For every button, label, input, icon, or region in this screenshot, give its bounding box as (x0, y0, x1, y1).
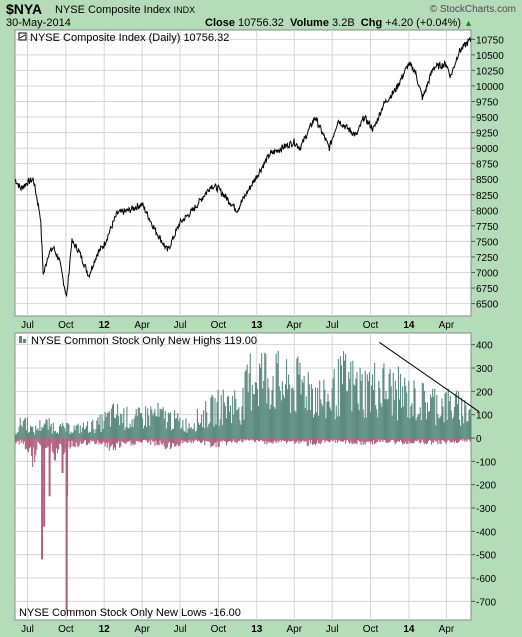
volume-label: Volume (290, 17, 329, 29)
price-grid (15, 30, 471, 316)
x-tick-label: Jul (326, 320, 339, 331)
breadth-y-tick-label: -700 (476, 597, 496, 608)
chart-instrument-name: NYSE Composite Index INDX (55, 4, 195, 16)
up-arrow-icon: ▲ (464, 18, 474, 28)
lows-panel-title: NYSE Common Stock Only New Lows -16.00 (19, 607, 241, 619)
breadth-y-axis: -700 -600 -500 -400 -300 -200 -100 0 100 200 300 40… (471, 341, 496, 608)
price-y-tick-label: 6750 (476, 284, 499, 295)
x-tick-label: Apr (286, 624, 302, 635)
price-y-tick-label: 7500 (476, 237, 499, 248)
quote-summary: Close 10756.32 Volume 3.2B Chg +4.20 (+0… (205, 17, 473, 29)
highs-legend: NYSE Common Stock Only New Highs 119.00 (19, 335, 257, 347)
price-y-tick-label: 8750 (476, 160, 499, 171)
quote-date: 30-May-2014 (6, 17, 71, 29)
price-y-tick-label: 9750 (476, 98, 499, 109)
breadth-y-tick-label: 0 (476, 434, 482, 445)
breadth-panel (14, 332, 472, 621)
x-tick-label: 13 (251, 320, 263, 331)
price-y-tick-label: 9500 (476, 113, 499, 124)
price-y-tick-label: 10750 (476, 35, 504, 46)
x-tick-label: Jul (21, 624, 34, 635)
x-tick-label: Jul (21, 320, 34, 331)
price-y-tick-label: 8000 (476, 206, 499, 217)
breadth-y-tick-label: -300 (476, 504, 496, 515)
x-tick-label: Jul (174, 320, 187, 331)
price-panel-title: NYSE Composite Index (Daily) 10756.32 (30, 32, 229, 44)
breadth-y-tick-label: -400 (476, 527, 496, 538)
x-tick-label: Oct (58, 320, 74, 331)
x-tick-label: Apr (286, 320, 302, 331)
breadth-y-tick-label: 400 (476, 341, 493, 352)
instrument-exchange: INDX (173, 5, 196, 15)
close-value: 10756.32 (238, 17, 284, 29)
price-line (14, 37, 472, 298)
price-y-tick-label: 9000 (476, 144, 499, 155)
price-legend-mark (19, 34, 26, 39)
price-y-tick-label: 7750 (476, 222, 499, 233)
chg-label: Chg (360, 17, 383, 29)
instrument-name: NYSE Composite Index (55, 4, 171, 16)
chart-symbol: $NYA (6, 1, 43, 17)
price-y-tick-label: 7250 (476, 253, 499, 264)
price-y-tick-label: 10500 (476, 51, 504, 62)
x-tick-label: Oct (363, 320, 379, 331)
x-tick-label: Apr (439, 320, 455, 331)
x-tick-label: Jul (326, 624, 339, 635)
breadth-y-tick-label: 200 (476, 387, 493, 398)
x-tick-label: 12 (99, 320, 111, 331)
breadth-y-tick-label: -600 (476, 574, 496, 585)
volume-value: 3.2B (332, 17, 355, 29)
x-tick-label: Apr (134, 320, 150, 331)
x-tick-label: Oct (211, 624, 227, 635)
stockcharts-credit: © StockCharts.com (429, 4, 516, 15)
breadth-y-tick-label: 300 (476, 364, 493, 375)
price-y-tick-label: 8250 (476, 191, 499, 202)
breadth-y-tick-label: -100 (476, 457, 496, 468)
price-legend: NYSE Composite Index (Daily) 10756.32 (18, 32, 229, 44)
x-tick-label: Oct (58, 624, 74, 635)
highs-trendline (379, 341, 480, 413)
price-y-tick-label: 10250 (476, 66, 504, 77)
highs-legend-swatch-2 (23, 339, 26, 343)
price-y-tick-label: 10000 (476, 82, 504, 93)
highs-panel-title: NYSE Common Stock Only New Highs 119.00 (31, 335, 257, 347)
breadth-bars (14, 350, 472, 611)
highs-legend-swatch (19, 336, 22, 343)
price-y-tick-label: 6500 (476, 300, 499, 311)
price-y-tick-label: 7000 (476, 268, 499, 279)
x-tick-label: 14 (403, 624, 415, 635)
x-axis: Jul Jul Oct Oct 12 12 Apr Apr Jul Jul Oct Oct 13 13 Ap… (21, 320, 455, 635)
chg-value: +4.20 (+0.04%) (385, 17, 462, 29)
x-tick-label: 13 (251, 624, 263, 635)
x-tick-label: 14 (403, 320, 415, 331)
x-tick-label: Apr (134, 624, 150, 635)
price-y-tick-label: 9250 (476, 129, 499, 140)
price-series (14, 37, 472, 298)
x-tick-label: Oct (211, 320, 227, 331)
price-y-axis: 6500 6750 7000 7250 7500 7750 8000 8250 8500 8750… (471, 35, 504, 311)
breadth-y-tick-label: -200 (476, 481, 496, 492)
x-tick-label: Apr (439, 624, 455, 635)
breadth-y-tick-label: 100 (476, 411, 493, 422)
breadth-y-tick-label: -500 (476, 551, 496, 562)
x-tick-label: Oct (363, 624, 379, 635)
price-y-tick-label: 8500 (476, 175, 499, 186)
x-tick-label: 12 (99, 624, 111, 635)
price-panel (14, 29, 472, 317)
trendline (379, 341, 480, 413)
close-label: Close (205, 17, 235, 29)
x-tick-label: Jul (174, 624, 187, 635)
